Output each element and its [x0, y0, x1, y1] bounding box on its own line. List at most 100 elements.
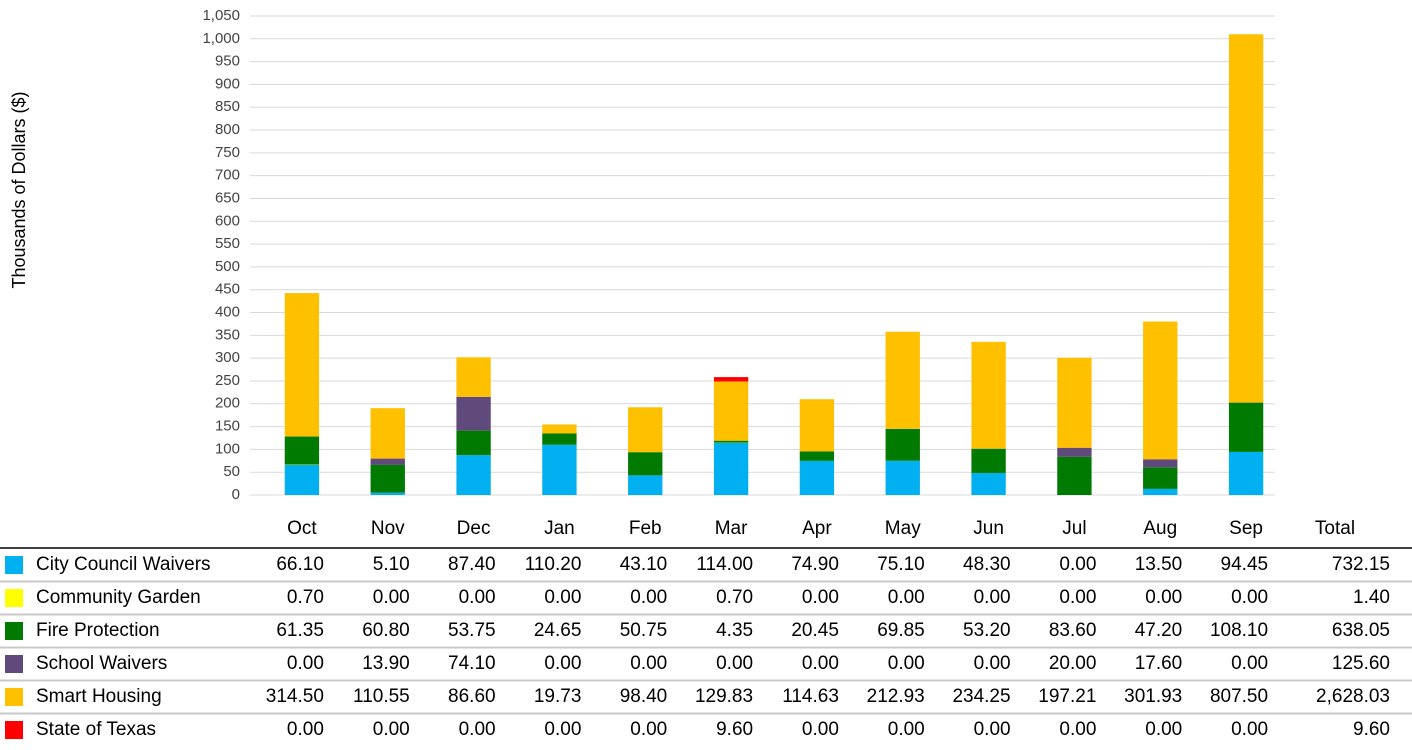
x-tick-label: Oct: [287, 518, 317, 539]
bar-segment: [1143, 322, 1177, 460]
bar-segment: [971, 473, 1005, 495]
legend-swatch: [5, 721, 23, 739]
bar-segment: [714, 377, 748, 381]
table-cell: 0.00: [1145, 719, 1182, 740]
table-cell: 0.00: [630, 587, 667, 608]
table-cell: 0.70: [716, 587, 753, 608]
table-cell: 47.20: [1135, 620, 1183, 641]
bar-segment: [1057, 448, 1091, 457]
y-tick-label: 850: [215, 98, 240, 115]
table-cell: 17.60: [1135, 653, 1183, 674]
legend-label: City Council Waivers: [36, 554, 211, 575]
table-cell: 197.21: [1038, 686, 1096, 707]
y-tick-label: 650: [215, 189, 240, 206]
bar-segment: [1143, 489, 1177, 495]
table-cell: 50.75: [620, 620, 668, 641]
x-tick-label: Jan: [544, 518, 575, 539]
table-cell: 0.00: [1059, 587, 1096, 608]
y-tick-label: 750: [215, 144, 240, 161]
table-cell: 0.00: [802, 653, 839, 674]
legend-label: Fire Protection: [36, 620, 160, 641]
legend-label: Community Garden: [36, 587, 201, 608]
legend-label: State of Texas: [36, 719, 156, 740]
bar-segment: [800, 452, 834, 461]
bar-segment: [971, 449, 1005, 473]
x-tick-label: Aug: [1143, 518, 1177, 539]
y-tick-label: 600: [215, 212, 240, 229]
table-cell: 0.00: [802, 587, 839, 608]
table-cell: 43.10: [620, 554, 668, 575]
table-cell: 0.00: [974, 719, 1011, 740]
y-tick-label: 250: [215, 372, 240, 389]
y-axis-label: Thousands of Dollars ($): [9, 91, 29, 288]
bar-segment: [285, 293, 319, 436]
bar-segment: [628, 452, 662, 475]
bar-segment: [886, 429, 920, 461]
table-cell: 212.93: [867, 686, 925, 707]
bar-segment: [714, 441, 748, 443]
legend-swatch: [5, 556, 23, 574]
table-cell: 24.65: [534, 620, 582, 641]
bar-segment: [285, 437, 319, 465]
x-tick-label: May: [885, 518, 921, 539]
table-cell: 75.10: [877, 554, 925, 575]
y-tick-label: 300: [215, 349, 240, 366]
bar-segment: [628, 475, 662, 495]
bar-segment: [456, 397, 490, 431]
table-cell: 53.75: [448, 620, 496, 641]
table-total: 9.60: [1353, 719, 1390, 740]
x-tick-label: Mar: [715, 518, 748, 539]
table-cell: 87.40: [448, 554, 496, 575]
table-total: 2,628.03: [1316, 686, 1390, 707]
bar-segment: [285, 465, 319, 495]
y-tick-label: 0: [232, 486, 240, 503]
table-total: 732.15: [1332, 554, 1390, 575]
bar-segment: [371, 459, 405, 465]
y-tick-label: 800: [215, 121, 240, 138]
y-tick-label: 550: [215, 235, 240, 252]
bar-segment: [1229, 403, 1263, 452]
table-cell: 0.00: [544, 719, 581, 740]
bar-segment: [371, 493, 405, 495]
table-cell: 61.35: [276, 620, 324, 641]
table-cell: 0.00: [974, 653, 1011, 674]
table-cell: 9.60: [716, 719, 753, 740]
table-total: 125.60: [1332, 653, 1390, 674]
y-tick-label: 1,050: [202, 7, 240, 24]
bar-segment: [1229, 452, 1263, 495]
table-cell: 0.00: [888, 653, 925, 674]
y-tick-label: 150: [215, 418, 240, 435]
legend-swatch: [5, 589, 23, 607]
table-cell: 0.00: [373, 587, 410, 608]
table-cell: 74.90: [791, 554, 839, 575]
x-tick-label: Sep: [1229, 518, 1263, 539]
x-tick-label: Jun: [973, 518, 1004, 539]
legend-swatch: [5, 688, 23, 706]
table-cell: 69.85: [877, 620, 925, 641]
total-header: Total: [1315, 518, 1355, 539]
table-cell: 0.00: [1059, 554, 1096, 575]
x-tick-label: Nov: [371, 518, 405, 539]
table-cell: 0.00: [459, 587, 496, 608]
y-tick-label: 100: [215, 440, 240, 457]
table-cell: 314.50: [266, 686, 324, 707]
y-tick-label: 400: [215, 303, 240, 320]
y-tick-label: 450: [215, 281, 240, 298]
y-tick-label: 700: [215, 167, 240, 184]
x-tick-label: Apr: [802, 518, 832, 539]
table-cell: 0.00: [1231, 653, 1268, 674]
table-cell: 110.20: [525, 554, 582, 575]
table-cell: 0.00: [1059, 719, 1096, 740]
bar-segment: [371, 465, 405, 493]
table-cell: 0.00: [630, 719, 667, 740]
x-tick-label: Jul: [1062, 518, 1086, 539]
table-cell: 807.50: [1210, 686, 1268, 707]
bar-segment: [971, 342, 1005, 449]
bar-segment: [456, 455, 490, 495]
table-cell: 0.00: [544, 653, 581, 674]
bar-segment: [542, 445, 576, 495]
table-cell: 0.00: [974, 587, 1011, 608]
table-cell: 19.73: [534, 686, 582, 707]
y-tick-label: 1,000: [202, 30, 240, 47]
table-cell: 13.50: [1135, 554, 1183, 575]
